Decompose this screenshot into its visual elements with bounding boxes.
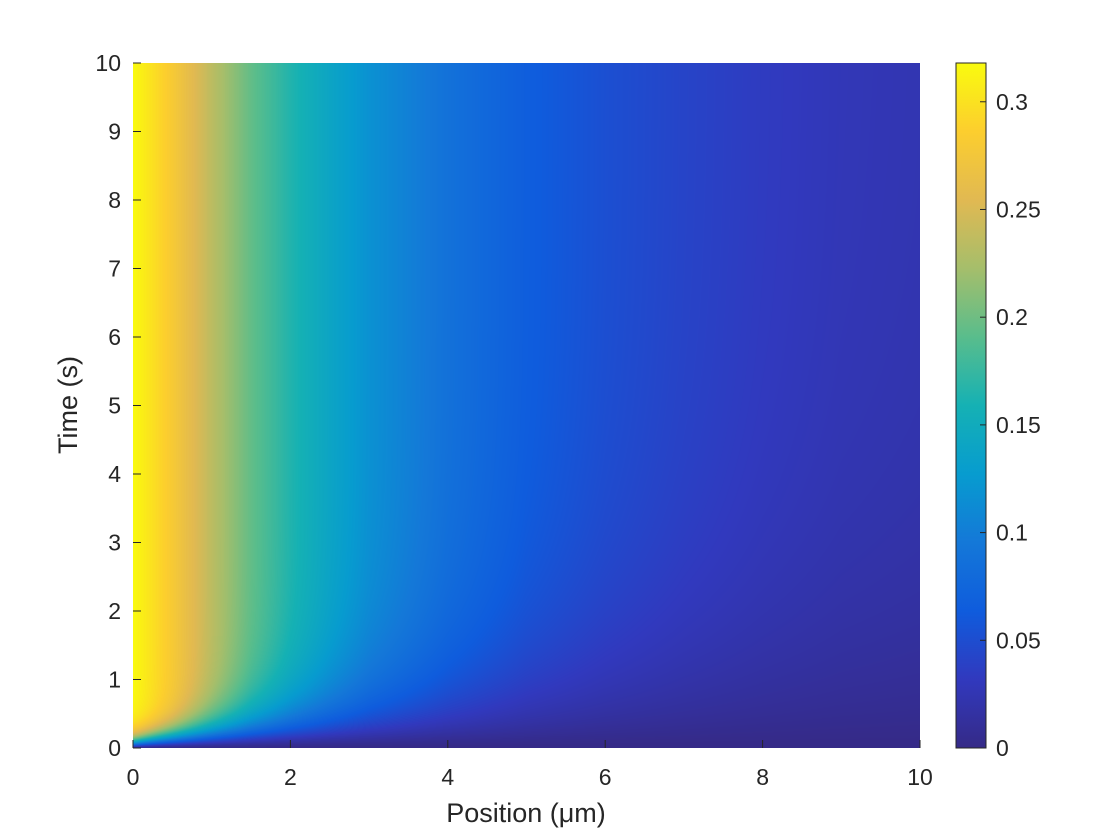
y-tick-label: 8	[108, 187, 121, 213]
colorbar-tick-label: 0.25	[996, 196, 1041, 222]
y-tick-label: 10	[95, 50, 121, 76]
x-tick-label: 8	[756, 764, 769, 790]
y-tick-label: 4	[108, 461, 121, 487]
y-axis-label: Time (s)	[53, 356, 83, 454]
plot-area	[133, 63, 920, 748]
x-axis: 0 2 4 6 8 10	[127, 740, 933, 790]
x-tick-label: 0	[127, 764, 140, 790]
colorbar-tick-label: 0.05	[996, 627, 1041, 653]
colorbar-tick-label: 0.15	[996, 412, 1041, 438]
y-tick-label: 7	[108, 256, 121, 282]
colorbar-tick-label: 0.1	[996, 520, 1028, 546]
colorbar-ticks: 0 0.05 0.1 0.15 0.2 0.25 0.3	[980, 89, 1041, 761]
x-axis-label: Position (μm)	[446, 798, 606, 828]
y-tick-label: 1	[108, 667, 121, 693]
y-axis: 0 1 2 3 4 5 6 7 8 9 10	[95, 50, 141, 761]
x-tick-label: 6	[599, 764, 612, 790]
y-tick-label: 0	[108, 735, 121, 761]
y-tick-label: 2	[108, 598, 121, 624]
y-tick-label: 5	[108, 393, 121, 419]
colorbar: 0 0.05 0.1 0.15 0.2 0.25 0.3	[955, 62, 1041, 761]
colorbar-tick-label: 0.2	[996, 304, 1028, 330]
x-tick-label: 10	[907, 764, 933, 790]
y-tick-label: 9	[108, 119, 121, 145]
x-tick-label: 2	[284, 764, 297, 790]
colorbar-tick-label: 0	[996, 735, 1009, 761]
colorbar-tick-label: 0.3	[996, 89, 1028, 115]
y-tick-label: 3	[108, 530, 121, 556]
heatmap-surface	[133, 63, 920, 748]
y-tick-label: 6	[108, 324, 121, 350]
colorbar-gradient	[955, 62, 987, 749]
x-tick-label: 4	[441, 764, 454, 790]
